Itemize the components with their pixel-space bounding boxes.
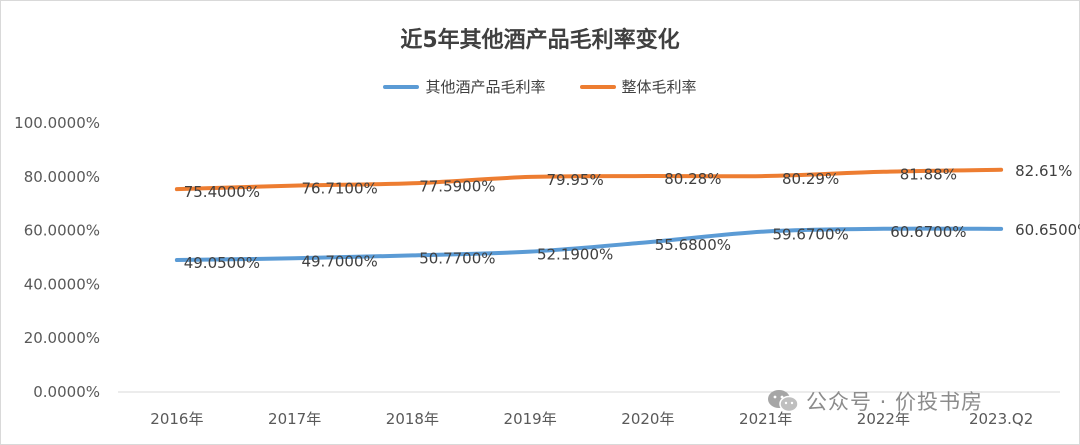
data-label-series-1: 82.61% — [1015, 162, 1072, 180]
legend-item-series-0: 其他酒产品毛利率 — [383, 76, 546, 97]
chart-legend: 其他酒产品毛利率 整体毛利率 — [0, 76, 1080, 97]
legend-label-series-0: 其他酒产品毛利率 — [425, 78, 546, 96]
watermark: 公众号 · 价投书房 — [766, 386, 983, 416]
y-tick-label: 20.0000% — [24, 329, 100, 347]
x-tick-label: 2022年 — [857, 410, 910, 428]
legend-swatch-series-0 — [383, 84, 420, 89]
x-tick-label: 2019年 — [504, 410, 557, 428]
x-tick-label: 2020年 — [621, 410, 674, 428]
x-tick-label: 2023.Q2 — [969, 410, 1033, 428]
x-tick-label: 2016年 — [150, 410, 203, 428]
y-tick-label: 40.0000% — [24, 275, 100, 293]
data-label-series-0: 52.1900% — [537, 246, 613, 264]
series-line-0 — [174, 226, 1004, 263]
data-label-series-1: 79.95% — [547, 171, 604, 189]
data-label-series-0: 50.7700% — [419, 249, 495, 267]
data-label-series-1: 75.4000% — [184, 183, 260, 201]
y-tick-label: 0.0000% — [33, 383, 100, 401]
data-label-series-1: 80.29% — [782, 170, 839, 188]
data-label-series-0: 60.6700% — [890, 223, 966, 241]
x-tick-label: 2018年 — [386, 410, 439, 428]
y-tick-label: 100.0000% — [14, 114, 100, 132]
legend-swatch-series-1 — [579, 84, 616, 89]
chart-title: 近5年其他酒产品毛利率变化 — [400, 28, 680, 53]
data-label-series-1: 77.5900% — [419, 177, 495, 195]
data-label-series-0: 55.6800% — [655, 236, 731, 254]
x-tick-label: 2021年 — [739, 410, 792, 428]
data-label-series-0: 49.0500% — [184, 254, 260, 272]
legend-item-series-1: 整体毛利率 — [579, 76, 697, 97]
data-label-series-0: 49.7000% — [301, 252, 377, 270]
data-label-series-1: 80.28% — [664, 170, 721, 188]
legend-label-series-1: 整体毛利率 — [621, 78, 697, 96]
y-tick-label: 60.0000% — [24, 222, 100, 240]
wechat-icon — [768, 390, 799, 413]
data-label-series-0: 60.6500% — [1015, 221, 1080, 239]
data-label-series-0: 59.6700% — [772, 225, 848, 243]
series-line-1 — [174, 167, 1004, 192]
y-tick-label: 80.0000% — [24, 168, 100, 186]
data-label-series-1: 76.7100% — [301, 180, 377, 198]
watermark-text: 公众号 · 价投书房 — [806, 390, 984, 414]
data-label-series-1: 81.88% — [900, 166, 957, 184]
x-tick-label: 2017年 — [268, 410, 321, 428]
